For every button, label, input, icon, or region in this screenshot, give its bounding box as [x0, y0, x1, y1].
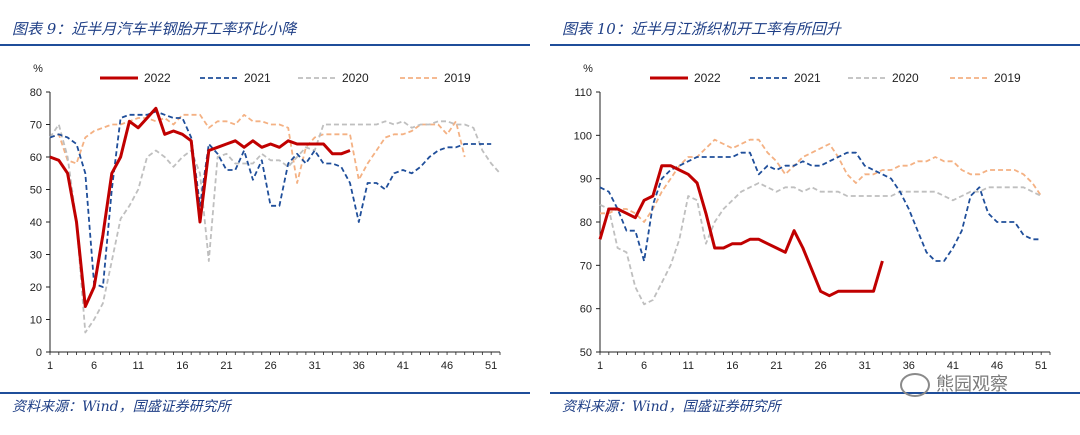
left-figure-title: 图表 9：近半月汽车半钢胎开工率环比小降 [12, 20, 297, 38]
x-tick-label: 51 [1035, 360, 1047, 372]
right-source-rule [550, 392, 1080, 394]
y-tick-label: 90 [580, 174, 592, 186]
legend-item-2019: 2019 [400, 71, 471, 85]
legend-label: 2022 [144, 71, 171, 85]
x-tick-label: 6 [91, 360, 97, 372]
legend-label: 2021 [244, 71, 271, 85]
x-tick-label: 46 [991, 360, 1003, 372]
x-tick-label: 16 [726, 360, 738, 372]
right-source-note: 资料来源：Wind，国盛证券研究所 [562, 399, 781, 415]
series-line-2021 [49, 110, 492, 288]
y-tick-label: 80 [580, 217, 592, 229]
y-tick-label: 110 [574, 87, 592, 99]
series-line-2022 [598, 164, 884, 298]
x-tick-label: 41 [397, 360, 409, 372]
right-chart-panel: 图表 10：近半月江浙织机开工率有所回升 % 50 60 70 80 90 100 110 1 6… [550, 0, 1080, 435]
y-tick-label: 40 [30, 217, 42, 229]
x-tick-label: 26 [264, 360, 276, 372]
watermark: 熊园观察 [900, 370, 1008, 397]
right-figure-title: 图表 10：近半月江浙织机开工率有所回升 [562, 20, 841, 38]
x-tick-label: 31 [859, 360, 871, 372]
legend-item-2021: 2021 [200, 71, 271, 85]
y-tick-label: 50 [30, 185, 42, 197]
legend-label: 2021 [794, 71, 821, 85]
legend-item-2020: 2020 [848, 71, 919, 85]
legend-label: 2022 [694, 71, 721, 85]
left-title-rule [0, 44, 530, 46]
y-tick-label: 70 [580, 260, 592, 272]
series-line-2019 [49, 113, 466, 184]
x-tick-label: 11 [683, 360, 694, 372]
left-chart-panel: 图表 9：近半月汽车半钢胎开工率环比小降 % 0 10 20 30 40 50 60 70 80 1… [0, 0, 530, 435]
legend-label: 2020 [342, 71, 369, 85]
y-tick-label: 70 [30, 120, 42, 132]
x-tick-label: 36 [353, 360, 365, 372]
y-axis-unit-label: % [33, 63, 43, 75]
x-tick-label: 51 [485, 360, 497, 372]
x-tick-label: 1 [47, 360, 53, 372]
left-source-rule [0, 392, 530, 394]
y-tick-label: 60 [30, 152, 42, 164]
x-tick-label: 21 [770, 360, 782, 372]
wechat-icon [900, 373, 930, 397]
series-line-2020 [599, 182, 1042, 306]
y-tick-label: 30 [30, 250, 42, 262]
watermark-text: 熊园观察 [936, 374, 1008, 395]
x-tick-label: 11 [133, 360, 144, 372]
left-source-note: 资料来源：Wind，国盛证券研究所 [12, 399, 231, 415]
series-line-2021 [599, 151, 1042, 262]
legend-item-2019: 2019 [950, 71, 1021, 85]
legend-item-2022: 2022 [650, 71, 721, 85]
x-tick-label: 16 [176, 360, 188, 372]
y-tick-label: 10 [30, 315, 42, 327]
x-tick-label: 46 [441, 360, 453, 372]
x-tick-label: 6 [641, 360, 647, 372]
x-tick-label: 36 [903, 360, 915, 372]
series-line-2020 [49, 120, 501, 334]
y-tick-label: 20 [30, 282, 42, 294]
legend-item-2020: 2020 [298, 71, 369, 85]
y-tick-label: 0 [36, 347, 42, 359]
series-line-2019 [600, 138, 1042, 223]
x-tick-label: 41 [947, 360, 959, 372]
x-tick-label: 31 [309, 360, 321, 372]
y-tick-label: 80 [30, 87, 42, 99]
x-tick-label: 1 [597, 360, 603, 372]
series-line-2022 [49, 106, 351, 308]
legend-label: 2020 [892, 71, 919, 85]
y-axis-unit-label: % [583, 63, 593, 75]
legend-item-2021: 2021 [750, 71, 821, 85]
y-tick-label: 50 [580, 347, 592, 359]
y-tick-label: 100 [574, 130, 592, 142]
legend-label: 2019 [444, 71, 471, 85]
x-tick-label: 21 [220, 360, 232, 372]
right-title-rule [550, 44, 1080, 46]
y-tick-label: 60 [580, 304, 592, 316]
x-tick-label: 26 [814, 360, 826, 372]
legend-item-2022: 2022 [100, 71, 171, 85]
legend-label: 2019 [994, 71, 1021, 85]
